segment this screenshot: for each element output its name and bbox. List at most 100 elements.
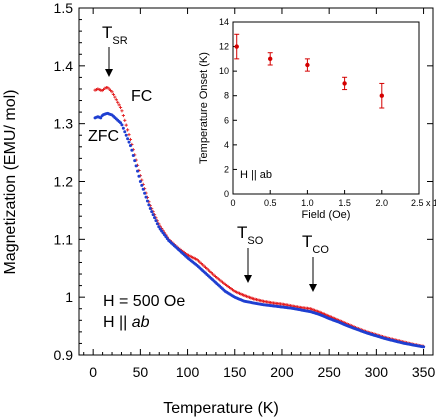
- main-y-axis-label: Magnetization (EMU/ mol): [2, 90, 19, 275]
- inset-y-tick-label: 0: [224, 189, 229, 199]
- zfc-point: [121, 126, 125, 130]
- zfc-point: [138, 180, 142, 183]
- tsr-label: TSR: [102, 23, 128, 47]
- orientation-prefix: H ||: [103, 314, 132, 331]
- inset-point: [304, 58, 310, 72]
- inset-y-tick-label: 6: [224, 115, 229, 125]
- fc-point: [117, 103, 121, 107]
- tsr-arrow: [105, 47, 113, 77]
- fc-point: [114, 98, 118, 102]
- zfc-point: [422, 345, 426, 349]
- zfc-point: [124, 133, 128, 137]
- fc-point: [123, 118, 127, 122]
- fc-point: [118, 105, 123, 110]
- main-y-tick-label: 1.1: [54, 231, 74, 247]
- tsr-label-base: T: [102, 23, 112, 42]
- zfc-point: [126, 137, 130, 141]
- main-y-tick-label: 1.4: [54, 58, 74, 74]
- fc-point: [127, 133, 131, 137]
- inset-y-tick-label: 8: [224, 91, 229, 101]
- fc-point: [128, 137, 133, 142]
- inset-y-tick-label: 4: [224, 140, 229, 150]
- tco-label-sub: CO: [312, 244, 329, 256]
- main-x-tick-label: 250: [317, 364, 341, 380]
- inset-y-tick-label: 14: [219, 17, 229, 27]
- tso-label: TSO: [237, 223, 264, 247]
- main-y-tick-label: 0.9: [54, 347, 74, 363]
- fc-point: [120, 109, 124, 113]
- main-data-series: [93, 86, 426, 349]
- inset-x-tick-label: 1.5: [338, 198, 351, 208]
- tco-label-base: T: [302, 232, 312, 251]
- main-x-axis-label: Temperature (K): [163, 400, 279, 417]
- orientation-italic: ab: [132, 314, 150, 331]
- fc-point: [110, 90, 114, 94]
- inset-annotation: H || ab: [240, 169, 272, 181]
- inset-axis-ticks: 0 0.5 1.0 1.5 2.0 2.5 x 10 0 2 4 6 8 10 12 14: [219, 17, 436, 208]
- inset-y-tick-label: 10: [219, 66, 229, 76]
- zfc-point: [127, 140, 131, 144]
- zfc-point: [136, 169, 140, 173]
- inset-x-tick-label: 1.0: [301, 198, 314, 208]
- main-y-tick-label: 1.3: [54, 116, 74, 132]
- zfc-point: [155, 222, 159, 226]
- main-y-tick-label: 1: [65, 289, 73, 305]
- zfc-point: [148, 207, 152, 211]
- inset-y-axis-label: Temperature Onset (K): [198, 52, 210, 164]
- inset-point: [379, 82, 385, 109]
- inset-data-series: [234, 33, 385, 109]
- fc-point: [124, 123, 128, 127]
- main-x-tick-label: 200: [270, 364, 294, 380]
- zfc-point: [134, 164, 138, 168]
- fc-point: [126, 128, 130, 132]
- main-x-tick-label: 0: [89, 364, 97, 380]
- zfc-point: [153, 216, 157, 220]
- zfc-point: [130, 148, 134, 152]
- tso-label-sub: SO: [247, 235, 263, 247]
- tco-arrow: [309, 257, 317, 292]
- main-y-tick-label: 1.5: [54, 0, 74, 16]
- zfc-point: [137, 174, 141, 178]
- zfc-point: [151, 213, 155, 217]
- zfc-point: [120, 123, 124, 127]
- tso-arrow: [244, 248, 252, 283]
- main-x-tick-label: 100: [176, 364, 200, 380]
- main-x-tick-label: 300: [365, 364, 389, 380]
- zfc-point: [133, 159, 137, 163]
- zfc-point: [157, 225, 161, 229]
- inset-y-tick-label: 2: [224, 164, 229, 174]
- inset-x-tick-label: 0: [230, 198, 235, 208]
- zfc-point: [147, 203, 151, 207]
- zfc-point: [150, 210, 154, 214]
- zfc-point: [145, 199, 149, 203]
- zfc-point: [131, 153, 135, 157]
- zfc-point: [99, 116, 103, 120]
- inset-x-tick-label: 0.5: [264, 198, 277, 208]
- tsr-label-sub: SR: [112, 35, 127, 47]
- main-x-tick-label: 50: [133, 364, 149, 380]
- fc-point: [116, 100, 120, 104]
- fc-series-label: FC: [131, 88, 152, 105]
- orientation-annotation: H || ab: [103, 314, 150, 331]
- inset-y-tick-label: 12: [219, 42, 229, 52]
- zfc-point: [141, 187, 145, 191]
- zfc-series-label: ZFC: [88, 128, 119, 145]
- series-fc: [93, 86, 426, 348]
- inset-point: [267, 52, 273, 66]
- zfc-point: [144, 195, 148, 199]
- field-annotation: H = 500 Oe: [103, 293, 185, 310]
- zfc-point: [128, 144, 132, 148]
- zfc-point: [123, 130, 127, 134]
- zfc-point: [154, 219, 158, 223]
- zfc-point: [143, 191, 147, 195]
- main-x-tick-label: 350: [412, 364, 436, 380]
- zfc-point: [140, 183, 144, 187]
- inset-plot-frame: [232, 21, 420, 195]
- tco-label: TCO: [302, 232, 329, 256]
- inset-x-tick-label: 2.0: [376, 198, 389, 208]
- tso-label-base: T: [237, 223, 247, 242]
- inset-point: [342, 76, 348, 91]
- main-y-tick-label: 1.2: [54, 174, 74, 190]
